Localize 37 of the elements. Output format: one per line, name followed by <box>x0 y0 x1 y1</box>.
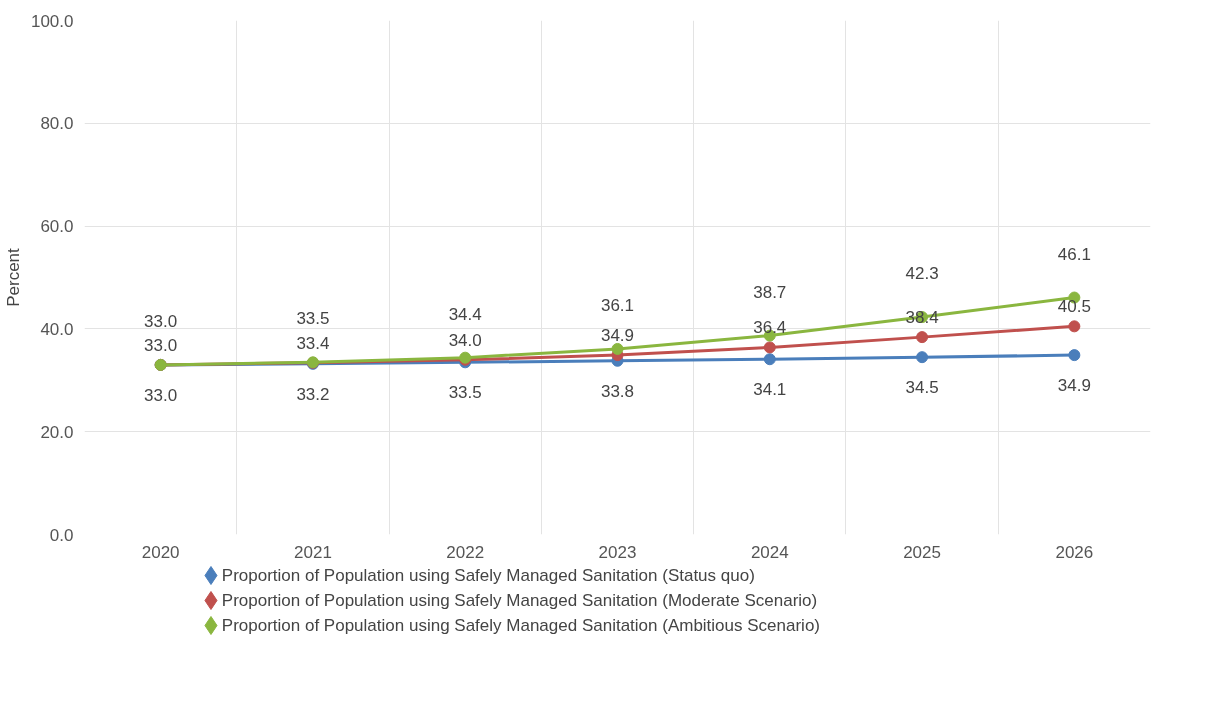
data-label: 34.4 <box>448 304 482 324</box>
data-label: 33.8 <box>600 381 635 401</box>
legend-label: Proportion of Population using Safely Managed Sanitation (Ambitious Scenario) <box>221 616 820 635</box>
x-tick-label: 2023 <box>598 542 637 562</box>
data-label: 34.5 <box>905 378 939 398</box>
data-label: 46.1 <box>1057 244 1091 264</box>
y-tick-label: 60.0 <box>40 217 74 237</box>
y-tick-label: 0.0 <box>49 525 74 545</box>
y-tick-label: 40.0 <box>40 319 74 339</box>
data-label: 36.1 <box>600 295 635 315</box>
data-label: 34.9 <box>1057 376 1091 396</box>
x-tick-label: 2021 <box>294 542 332 562</box>
data-label: 34.9 <box>600 326 635 346</box>
data-label: 34.1 <box>753 380 787 400</box>
legend-label: Proportion of Population using Safely Managed Sanitation (Status quo) <box>221 566 755 585</box>
data-label: 33.4 <box>296 333 330 353</box>
y-tick-label: 80.0 <box>40 114 74 134</box>
x-tick-label: 2022 <box>446 542 485 562</box>
legend-label: Proportion of Population using Safely Managed Sanitation (Moderate Scenario) <box>221 591 818 610</box>
x-tick-label: 2020 <box>141 542 180 562</box>
data-label: 33.0 <box>144 311 178 331</box>
x-tick-label: 2024 <box>750 542 789 562</box>
data-label: 38.7 <box>753 282 787 302</box>
data-label: 33.5 <box>296 309 330 329</box>
data-label: 40.5 <box>1057 297 1091 317</box>
x-tick-label: 2026 <box>1055 542 1094 562</box>
data-label: 42.3 <box>905 264 939 284</box>
data-label: 36.4 <box>753 318 787 338</box>
data-label: 33.0 <box>144 335 178 355</box>
data-label: 33.5 <box>448 383 482 403</box>
y-tick-label: 20.0 <box>40 422 74 442</box>
y-axis-title: Percent <box>3 247 23 307</box>
data-label: 34.0 <box>448 330 482 350</box>
y-tick-label: 100.0 <box>30 11 74 31</box>
data-label: 33.2 <box>296 384 330 404</box>
x-tick-label: 2025 <box>903 542 941 562</box>
data-label: 33.0 <box>144 385 178 405</box>
